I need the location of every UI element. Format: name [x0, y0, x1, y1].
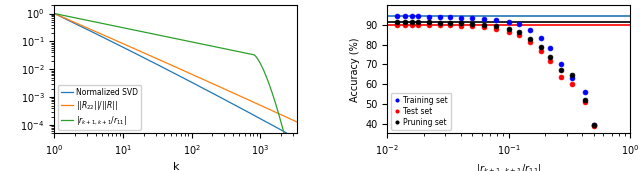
Point	[479, 18, 490, 20]
Point	[545, 60, 556, 63]
Point	[492, 25, 502, 27]
Point	[525, 37, 536, 40]
Point	[400, 15, 410, 17]
Point	[556, 69, 566, 72]
Point	[392, 15, 402, 17]
Point	[504, 21, 514, 23]
Point	[579, 91, 589, 93]
Point	[556, 63, 566, 66]
Point	[545, 46, 556, 49]
Point	[435, 21, 445, 24]
Point	[456, 22, 466, 25]
Point	[536, 45, 547, 48]
Point	[407, 21, 417, 23]
Point	[467, 23, 477, 25]
Point	[445, 24, 456, 27]
Point	[407, 15, 417, 18]
Point	[407, 23, 417, 26]
Point	[504, 30, 514, 33]
Point	[467, 17, 477, 20]
Y-axis label: Accuracy (%): Accuracy (%)	[349, 37, 360, 102]
Legend: Normalized SVD, $||R_{22}||/||R||$, $|r_{k+1,k+1}/r_{11}|$: Normalized SVD, $||R_{22}||/||R||$, $|r_…	[58, 85, 141, 130]
Point	[435, 16, 445, 18]
Point	[413, 23, 424, 26]
Point	[504, 27, 514, 30]
Point	[445, 16, 456, 18]
Point	[479, 23, 490, 26]
Point	[579, 100, 589, 103]
Point	[424, 24, 434, 27]
Point	[492, 28, 502, 31]
Point	[456, 24, 466, 27]
Point	[536, 49, 547, 52]
Point	[536, 36, 547, 39]
Point	[545, 56, 556, 59]
Point	[567, 74, 577, 77]
Point	[456, 16, 466, 19]
Point	[392, 21, 402, 23]
Point	[413, 21, 424, 24]
Legend: Training set, Test set, Pruning set: Training set, Test set, Pruning set	[391, 93, 451, 130]
Point	[435, 24, 445, 27]
Point	[589, 125, 599, 128]
Point	[589, 123, 599, 126]
Point	[492, 19, 502, 22]
Point	[513, 23, 524, 26]
Point	[467, 25, 477, 28]
Point	[589, 124, 599, 127]
Point	[513, 30, 524, 33]
Point	[400, 23, 410, 26]
Point	[424, 15, 434, 18]
Point	[479, 26, 490, 29]
Point	[579, 98, 589, 101]
Point	[400, 21, 410, 23]
Point	[445, 22, 456, 24]
X-axis label: k: k	[173, 162, 179, 171]
Point	[525, 28, 536, 31]
Point	[567, 83, 577, 86]
Point	[392, 23, 402, 26]
X-axis label: $|r_{k+1,\,k+1}/r_{11}|$: $|r_{k+1,\,k+1}/r_{11}|$	[476, 162, 542, 171]
Point	[567, 77, 577, 80]
Point	[525, 40, 536, 43]
Point	[413, 15, 424, 18]
Point	[424, 21, 434, 24]
Point	[513, 33, 524, 36]
Point	[556, 76, 566, 78]
